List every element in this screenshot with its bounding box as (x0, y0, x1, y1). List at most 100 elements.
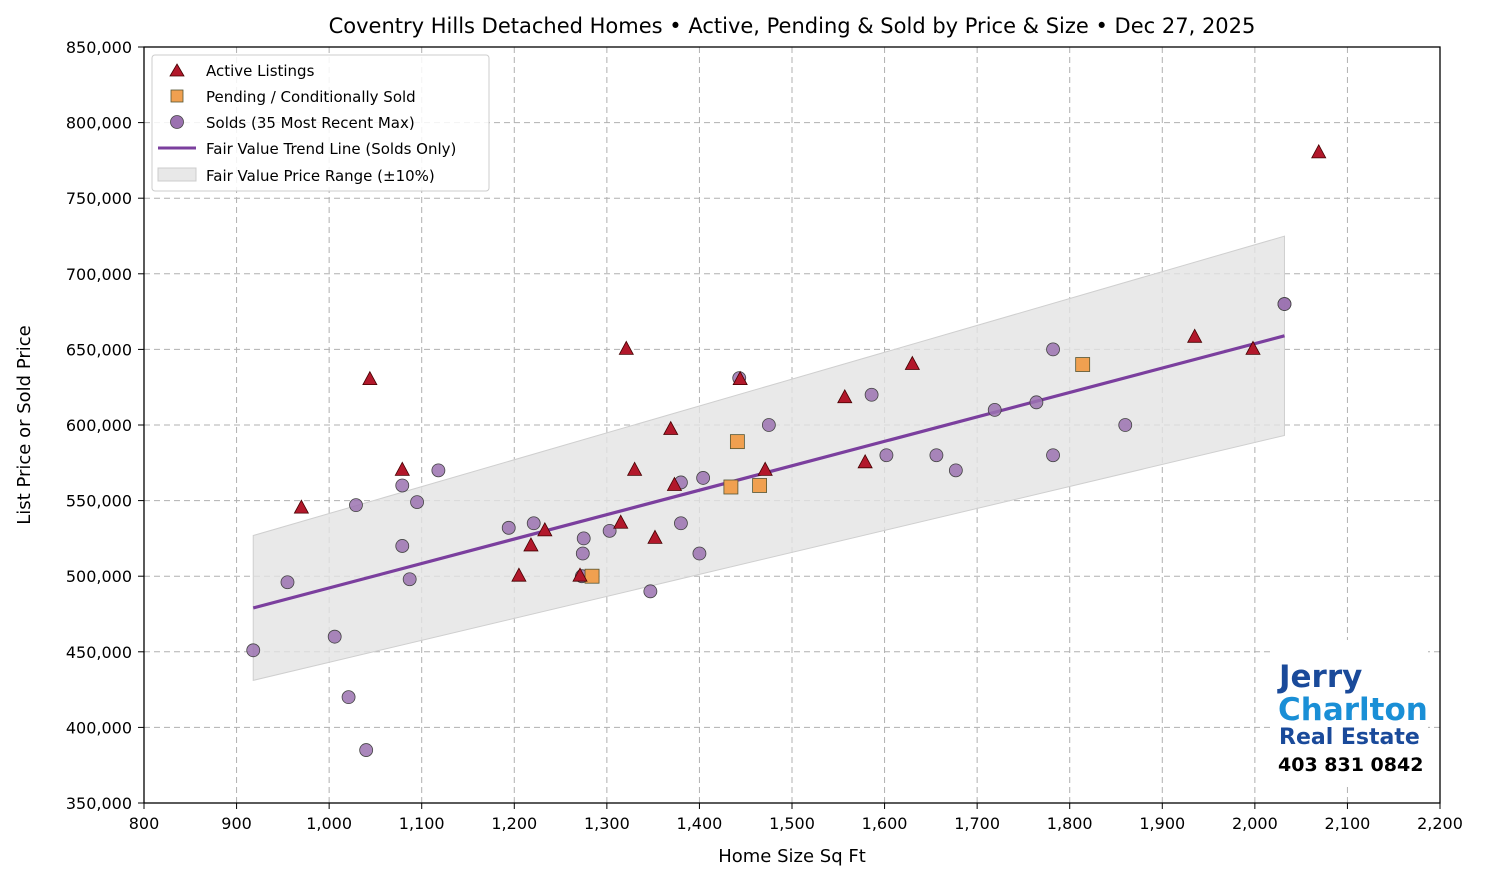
y-tick-label: 800,000 (66, 114, 132, 133)
active-point (647, 529, 663, 544)
logo-phone: 403 831 0842 (1278, 754, 1423, 776)
logo-charlton: Charlton (1278, 692, 1428, 728)
active-point (904, 355, 921, 370)
x-tick-label: 1,200 (491, 814, 537, 833)
fair-value-range (252, 235, 1285, 682)
active-point (1311, 143, 1327, 159)
sold-point (1046, 448, 1060, 463)
sold-point (948, 463, 963, 478)
y-tick-label: 350,000 (66, 794, 132, 813)
y-axis: 350,000 400,000 450,000 500,000 550,000 600,0… (66, 38, 144, 813)
active-point (523, 537, 539, 552)
active-point (537, 521, 553, 537)
active-point (837, 388, 853, 404)
sold-point (359, 743, 374, 757)
x-tick-label: 1,900 (1139, 814, 1185, 833)
y-tick-label: 650,000 (66, 340, 132, 359)
logo: Jerry Charlton Real Estate 403 831 0842 (1270, 640, 1428, 785)
x-tick-label: 1,700 (954, 814, 1000, 833)
pending-point (752, 478, 767, 493)
sold-point (929, 448, 944, 463)
active-point (613, 514, 629, 529)
x-tick-label: 1,000 (306, 814, 352, 833)
sold-point (327, 629, 342, 644)
x-tick-label: 900 (221, 814, 252, 833)
sold-point (696, 471, 711, 485)
active-point (666, 476, 683, 491)
x-tick-label: 1,400 (677, 814, 723, 833)
sold-point (602, 523, 617, 538)
y-tick-label: 400,000 (66, 718, 132, 737)
x-tick-label: 1,300 (584, 814, 630, 833)
sold-point (576, 531, 591, 546)
active-point (293, 499, 310, 514)
x-tick-label: 2,200 (1417, 814, 1463, 833)
active-point (732, 370, 748, 386)
sold-point (987, 402, 1002, 417)
sold-point (1118, 418, 1133, 432)
legend-band: Fair Value Price Range (±10%) (206, 167, 435, 185)
y-tick-label: 600,000 (66, 416, 132, 435)
legend-pending: Pending / Conditionally Sold (206, 88, 416, 106)
y-tick-label: 700,000 (66, 265, 132, 284)
active-point (663, 420, 679, 435)
x-axis-label: Home Size Sq Ft (718, 846, 866, 867)
sold-point (395, 478, 410, 493)
sold-point (643, 584, 658, 599)
x-tick-label: 2,000 (1232, 814, 1278, 833)
sold-point (501, 520, 516, 535)
active-point (394, 461, 410, 476)
active-point (618, 340, 634, 355)
fair-value-band (252, 235, 1285, 682)
x-tick-label: 800 (129, 814, 160, 833)
y-tick-label: 850,000 (66, 38, 132, 57)
legend-circle-icon (170, 115, 184, 129)
y-tick-label: 750,000 (66, 189, 132, 208)
sold-point (1046, 342, 1060, 357)
sold-point (692, 546, 707, 561)
legend-active: Active Listings (206, 62, 315, 80)
sold-point (341, 690, 356, 705)
sold-point (410, 495, 424, 510)
sold-point (246, 643, 261, 658)
sold-point (349, 498, 363, 513)
active-point (572, 567, 588, 582)
x-tick-label: 2,100 (1325, 814, 1371, 833)
active-point (857, 453, 873, 469)
pending-point (729, 434, 745, 450)
sold-point (864, 387, 879, 402)
pending-point (723, 479, 739, 495)
active-point (1187, 328, 1203, 343)
logo-real-estate: Real Estate (1279, 725, 1420, 750)
sold-point (1029, 395, 1044, 410)
pending-point (1075, 357, 1091, 372)
legend-solds: Solds (35 Most Recent Max) (206, 114, 415, 132)
sold-point (526, 516, 541, 531)
legend: Active Listings Pending / Conditionally … (151, 54, 490, 192)
data-points (246, 143, 1327, 757)
sold-point (402, 572, 417, 587)
chart-title: Coventry Hills Detached Homes • Active, … (329, 14, 1256, 38)
sold-point (761, 418, 776, 432)
active-point (362, 370, 378, 386)
pending-point (584, 568, 600, 584)
y-tick-label: 500,000 (66, 567, 132, 586)
sold-point (674, 516, 688, 531)
x-tick-label: 1,600 (862, 814, 908, 833)
x-tick-label: 1,500 (769, 814, 815, 833)
legend-triangle-icon (169, 63, 185, 77)
legend-trend: Fair Value Trend Line (Solds Only) (206, 140, 456, 158)
sold-point (1277, 297, 1292, 311)
x-axis: 800 900 1,000 1,100 1,200 1,300 1,400 1,500 1,60… (129, 803, 1463, 833)
x-tick-label: 1,100 (399, 814, 445, 833)
y-tick-label: 550,000 (66, 492, 132, 511)
active-point (626, 461, 643, 476)
x-tick-label: 1,800 (1047, 814, 1093, 833)
y-tick-label: 450,000 (66, 643, 132, 662)
sold-point (431, 463, 446, 478)
sold-point (879, 448, 894, 463)
sold-point (280, 575, 295, 590)
sold-point (395, 539, 410, 553)
active-point (1245, 340, 1261, 355)
